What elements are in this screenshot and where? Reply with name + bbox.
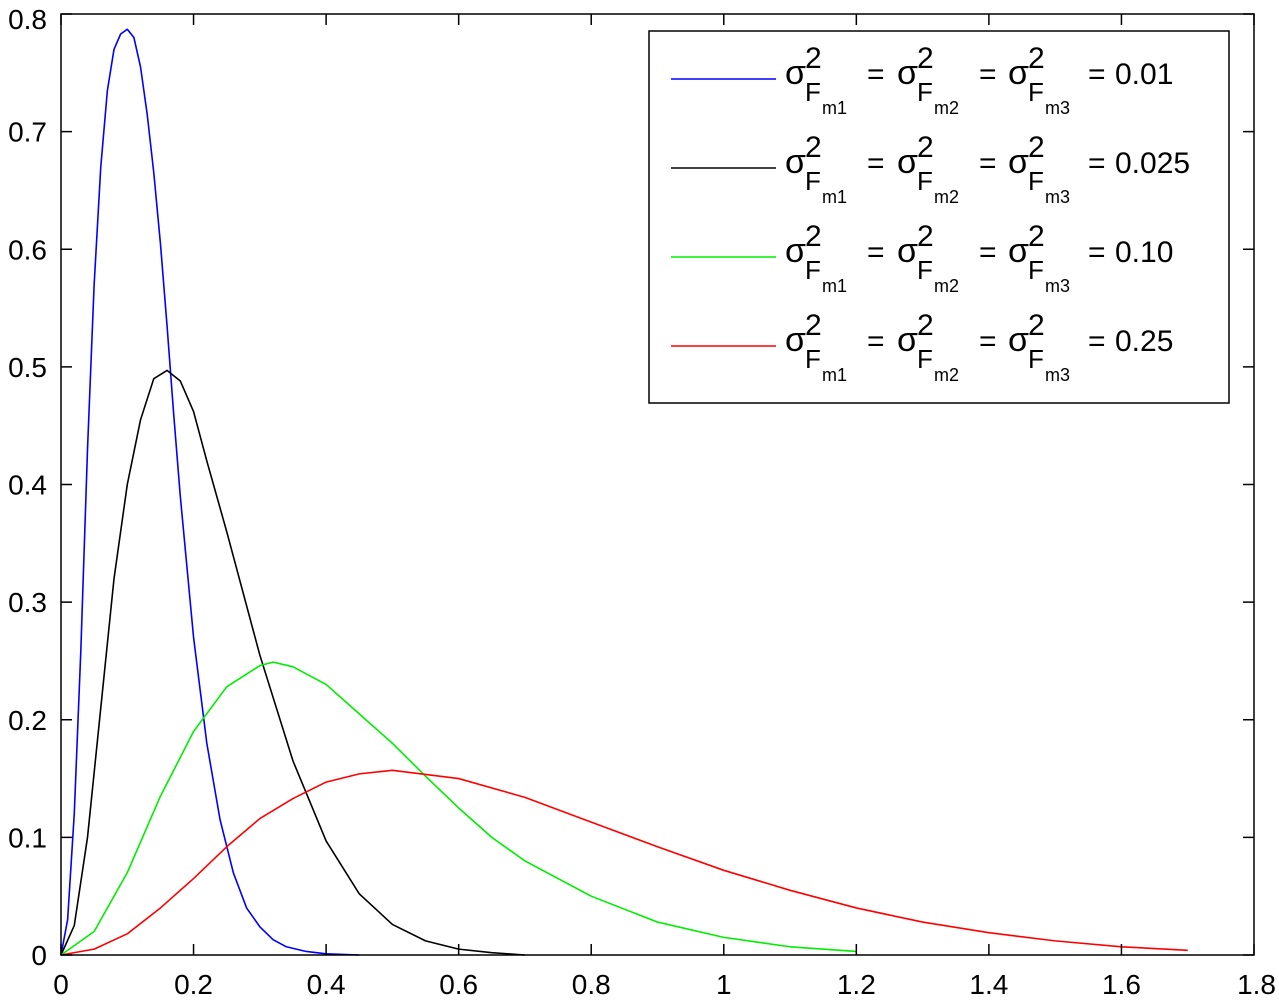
series-line-2 [60,369,525,956]
legend-sigma: σ [1008,54,1029,92]
legend-subscript-base: F [805,344,821,374]
legend-subscript-index: m3 [1045,187,1070,207]
legend-subscript-index: m1 [822,98,847,118]
ticks-layer: 0 0.2 0.4 0.6 0.8 1 1.2 1.4 1.6 1.8 0 0.1 0.2 0.3 0.4 0… [8,4,1276,1000]
legend-subscript-base: F [805,166,821,196]
legend-equals: = [867,147,885,180]
legend-equals: = [1088,147,1106,180]
legend-superscript: 2 [805,42,822,75]
legend-subscript-index: m2 [934,98,959,118]
legend-subscript-base: F [917,344,933,374]
legend-sigma: σ [897,232,918,270]
y-tick-label: 0.1 [8,822,47,853]
legend-subscript-index: m1 [822,365,847,385]
legend-equals: = [1088,236,1106,269]
legend-subscript-base: F [917,255,933,285]
legend-subscript-index: m2 [934,365,959,385]
legend-superscript: 2 [917,131,934,164]
x-tick-label: 0.2 [174,969,213,1000]
legend-superscript: 2 [917,309,934,342]
y-tick-label: 0.7 [8,117,47,148]
y-tick-label: 0.6 [8,234,47,265]
y-tick-label: 0.8 [8,4,47,35]
series-line-1 [60,28,360,956]
plot-frame [60,13,1255,956]
legend-value: 0.01 [1115,58,1173,91]
legend-equals: = [867,58,885,91]
legend-value: 0.10 [1115,236,1173,269]
legend-sigma: σ [785,143,806,181]
legend-superscript: 2 [805,220,822,253]
legend-superscript: 2 [1028,309,1045,342]
legend-subscript-index: m2 [934,187,959,207]
series-layer [60,28,1188,956]
x-tick-label: 0.4 [307,969,346,1000]
y-tick-label: 0.5 [8,352,47,383]
legend-subscript-index: m1 [822,276,847,296]
series-line-3 [60,661,857,956]
legend-sigma: σ [897,143,918,181]
x-tick-label: 0 [53,969,69,1000]
x-tick-label: 1.8 [1237,969,1276,1000]
legend-value: 0.25 [1115,325,1173,358]
legend-superscript: 2 [917,42,934,75]
legend-equals: = [1088,58,1106,91]
legend-sigma: σ [1008,232,1029,270]
x-tick-label: 0.8 [572,969,611,1000]
legend-sigma: σ [1008,143,1029,181]
legend-subscript-base: F [917,77,933,107]
legend-superscript: 2 [917,220,934,253]
legend-sigma: σ [897,54,918,92]
y-tick-label: 0.4 [8,470,47,501]
legend-box [648,30,1230,404]
x-tick-label: 1 [716,969,732,1000]
y-tick-label: 0 [31,940,47,971]
legend-superscript: 2 [805,309,822,342]
legend-subscript-index: m3 [1045,365,1070,385]
legend-value: 0.025 [1115,147,1190,180]
legend-sigma: σ [785,54,806,92]
legend-equals: = [979,325,997,358]
legend-sigma: σ [785,321,806,359]
legend-subscript-index: m3 [1045,98,1070,118]
x-tick-label: 1.2 [837,969,876,1000]
legend-superscript: 2 [1028,42,1045,75]
legend-subscript-base: F [917,166,933,196]
y-tick-label: 0.3 [8,587,47,618]
legend-sigma: σ [785,232,806,270]
legend-sigma: σ [1008,321,1029,359]
legend-subscript-base: F [805,77,821,107]
x-tick-label: 1.4 [969,969,1008,1000]
legend-equals: = [979,236,997,269]
legend-subscript-base: F [805,255,821,285]
legend-equals: = [1088,325,1106,358]
legend-subscript-base: F [1028,344,1044,374]
legend-superscript: 2 [805,131,822,164]
legend-subscript-base: F [1028,166,1044,196]
legend-superscript: 2 [1028,131,1045,164]
legend-subscript-index: m2 [934,276,959,296]
legend-subscript-index: m1 [822,187,847,207]
series-line-4 [60,769,1188,956]
legend-subscript-base: F [1028,77,1044,107]
legend-subscript-base: F [1028,255,1044,285]
x-tick-label: 0.6 [439,969,478,1000]
legend-equals: = [867,325,885,358]
legend-sigma: σ [897,321,918,359]
legend-equals: = [867,236,885,269]
legend-superscript: 2 [1028,220,1045,253]
legend-equals: = [979,58,997,91]
y-tick-label: 0.2 [8,705,47,736]
legend-subscript-index: m3 [1045,276,1070,296]
x-tick-label: 1.6 [1102,969,1141,1000]
legend-equals: = [979,147,997,180]
